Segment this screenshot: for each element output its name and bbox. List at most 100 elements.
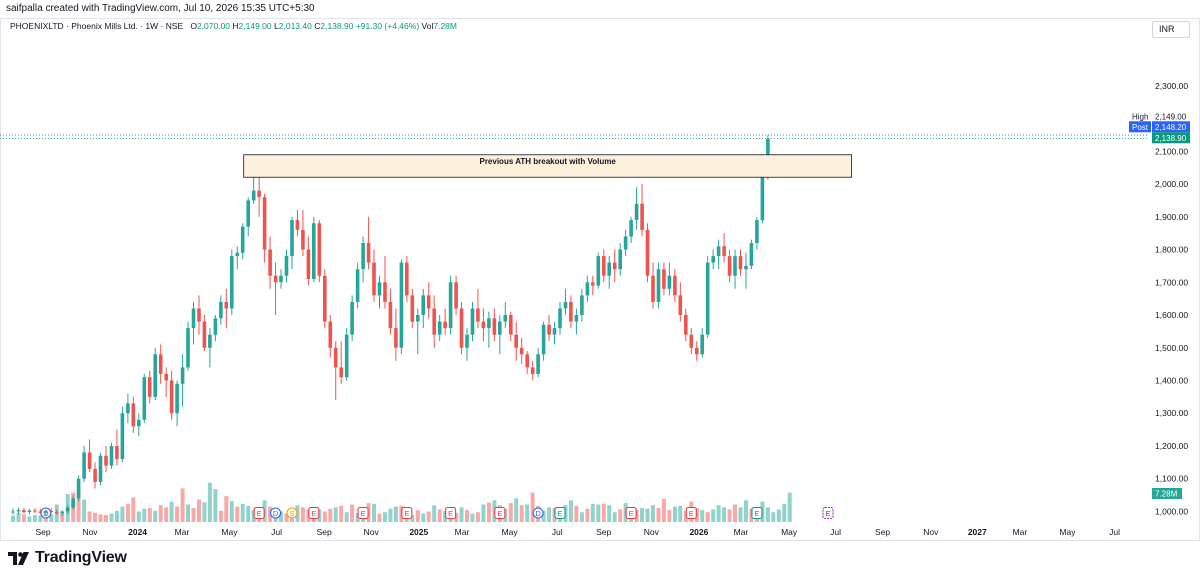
- volume-bar: [344, 512, 349, 522]
- event-marker-earnings[interactable]: E: [554, 506, 566, 520]
- candle: [16, 507, 21, 515]
- price-tick-label: 2,300.00: [1155, 81, 1188, 91]
- candle: [361, 236, 365, 283]
- candle: [541, 321, 546, 361]
- candle: [60, 510, 64, 516]
- volume-bar: [180, 488, 185, 522]
- volume-bar: [716, 505, 721, 522]
- volume-bar: [465, 510, 469, 522]
- time-tick-label: May: [781, 527, 798, 537]
- volume-bar: [60, 512, 65, 522]
- candle: [197, 295, 201, 335]
- volume-bar: [339, 505, 344, 522]
- candle: [684, 308, 688, 342]
- candle: [711, 249, 715, 270]
- candle: [662, 262, 666, 296]
- volume-bar: [372, 503, 376, 522]
- volume-bar: [175, 506, 180, 522]
- candle: [87, 439, 92, 473]
- event-marker-earnings[interactable]: E: [445, 506, 457, 520]
- volume-bar: [618, 509, 623, 522]
- high-badge-value: 2,149.00: [1155, 112, 1187, 121]
- creator-credit: saifpalla created with TradingView.com, …: [6, 3, 315, 14]
- volume-bar: [475, 512, 480, 522]
- event-symbol: D: [273, 509, 279, 518]
- event-marker-earnings[interactable]: E: [308, 506, 320, 520]
- volume-bar: [207, 482, 212, 522]
- time-tick-label: 2024: [128, 527, 147, 537]
- volume-bar: [705, 512, 710, 522]
- volume-bar: [125, 503, 130, 522]
- candle: [180, 354, 185, 407]
- volume-bar: [279, 511, 283, 522]
- price-axis[interactable]: 1,000.00 1,100.00 1,200.00 1,300.00 1,400.00…: [1155, 81, 1188, 517]
- event-marker-dividend[interactable]: D: [532, 507, 544, 519]
- price-tick-label: 2,100.00: [1155, 146, 1188, 156]
- volume-bar: [454, 512, 459, 522]
- volume-bar: [744, 500, 748, 522]
- candle: [580, 288, 584, 322]
- candle: [186, 321, 190, 371]
- price-tick-label: 1,800.00: [1155, 245, 1188, 255]
- volume-bar: [322, 511, 327, 522]
- event-marker-earnings[interactable]: E: [401, 506, 413, 520]
- candle: [366, 216, 371, 270]
- post-badge-value: 2,148.20: [1155, 123, 1187, 132]
- open-value: 2,070.00: [196, 21, 231, 31]
- event-marker-earnings[interactable]: E: [357, 506, 369, 520]
- candle: [355, 262, 360, 309]
- candle: [158, 344, 163, 384]
- candle: [547, 315, 551, 342]
- candle: [328, 315, 333, 358]
- volume-bar: [585, 508, 590, 522]
- time-tick-label: Sep: [596, 527, 611, 537]
- price-candles: [11, 135, 770, 516]
- candle: [716, 239, 721, 270]
- symbol-legend: PHOENIXLTD · Phoenix Mills Ltd. · 1W · N…: [10, 21, 457, 31]
- close-label: C: [314, 21, 321, 31]
- candle: [279, 269, 283, 289]
- volume-bar: [136, 511, 141, 522]
- volume-bar: [131, 497, 136, 522]
- time-axis[interactable]: Sep Nov 2024 Mar May Jul Sep Nov 2025 Mar May Jul Se…: [35, 527, 1120, 537]
- volume-bar: [421, 513, 426, 522]
- time-tick-label: May: [221, 527, 238, 537]
- candle: [656, 262, 661, 309]
- event-marker-earnings[interactable]: E: [751, 506, 763, 520]
- event-marker-split[interactable]: S: [286, 507, 298, 519]
- candle: [591, 275, 595, 296]
- candle: [137, 413, 141, 437]
- event-marker-earnings[interactable]: E: [253, 506, 265, 520]
- currency-button[interactable]: INR: [1152, 21, 1190, 38]
- footer-brand[interactable]: TradingView: [8, 549, 127, 567]
- price-tick-label: 2,000.00: [1155, 179, 1188, 189]
- volume-badge: 7.28M: [1155, 490, 1178, 499]
- candle: [213, 315, 218, 342]
- volume-bar: [393, 506, 398, 522]
- volume-bar: [218, 510, 223, 522]
- volume-bar: [437, 509, 442, 522]
- candle: [76, 475, 81, 502]
- event-symbol: E: [497, 509, 502, 518]
- low-value: 2,013.40: [278, 21, 312, 31]
- event-symbol: E: [311, 509, 316, 518]
- annotation-box[interactable]: Previous ATH breakout with Volume: [243, 154, 853, 178]
- volume-bar: [579, 512, 584, 522]
- time-tick-label: Jul: [830, 527, 841, 537]
- time-tick-label: Jul: [1109, 527, 1120, 537]
- volume-bar: [645, 508, 650, 522]
- close-value: 2,138.90: [320, 21, 354, 31]
- event-marker-earnings[interactable]: E: [685, 506, 697, 520]
- candle: [602, 249, 606, 283]
- event-marker-earnings[interactable]: E: [625, 506, 637, 520]
- candle: [394, 308, 398, 361]
- event-marker-dividend[interactable]: D: [270, 507, 282, 519]
- volume-bar: [235, 506, 240, 522]
- event-marker-earnings[interactable]: E: [494, 506, 506, 520]
- event-symbol: E: [404, 509, 409, 518]
- volume-bar: [727, 509, 732, 522]
- event-marker-earnings-upcoming[interactable]: E: [822, 506, 834, 520]
- candle: [623, 229, 628, 257]
- candle: [519, 337, 524, 365]
